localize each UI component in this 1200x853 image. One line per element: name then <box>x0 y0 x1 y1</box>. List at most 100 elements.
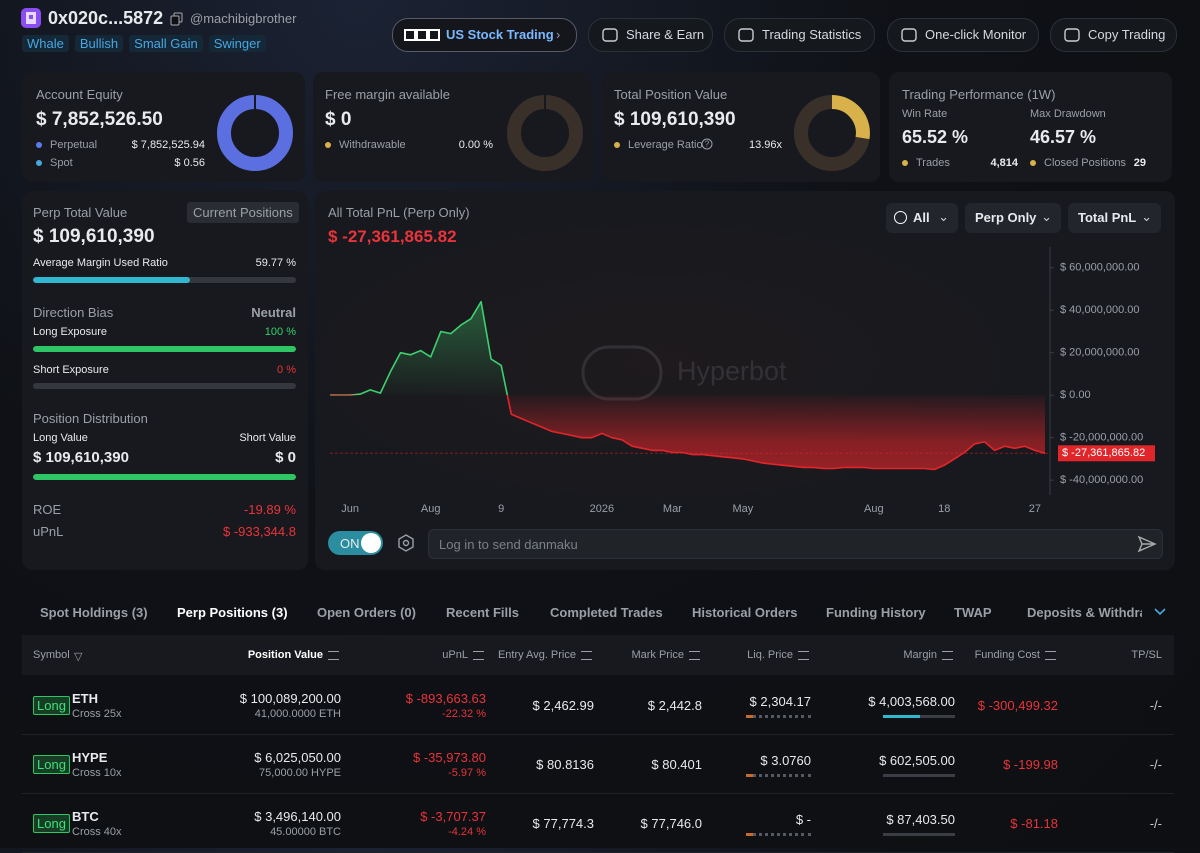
copy-icon[interactable] <box>170 12 184 26</box>
tab[interactable]: Recent Fills <box>446 605 519 620</box>
y-tick-label: $ 20,000,000.00 <box>1060 347 1140 359</box>
help-icon[interactable]: ? <box>701 138 713 150</box>
column-header[interactable]: Entry Avg. Price <box>497 649 576 661</box>
chevron: › <box>556 27 561 42</box>
card-title: Free margin available <box>325 87 451 102</box>
stat-value: 46.57 % <box>1030 127 1097 147</box>
chart-control[interactable]: Perp Only ⌄ <box>965 203 1061 233</box>
panel-title: Perp Total Value <box>33 205 128 220</box>
symbol: HYPE <box>72 750 108 765</box>
header-button[interactable]: Share & Earn <box>588 18 713 52</box>
section-title: Position Distribution <box>33 411 148 426</box>
table-row[interactable]: Long BTC Cross 40x $ 3,496,140.00 45.00000 B… <box>22 793 1174 853</box>
danmaku-toggle[interactable]: ON <box>328 531 383 555</box>
row-value: $ 7,852,525.94 <box>131 139 205 151</box>
card-title: Total Position Value <box>614 87 728 102</box>
tab[interactable]: Perp Positions (3) <box>177 605 288 620</box>
column-header[interactable]: uPnL <box>442 649 468 661</box>
wallet-handle: @machibigbrother <box>190 11 297 26</box>
header-button[interactable]: Trading Statistics <box>724 18 875 52</box>
liq-distance-head <box>746 833 752 836</box>
tab[interactable]: Funding History <box>826 605 926 620</box>
liq-price: $ 3.0760 <box>760 753 811 768</box>
column-header[interactable]: Margin <box>903 649 937 661</box>
margin: $ 602,505.00 <box>879 753 955 768</box>
metric-label: Long Exposure <box>33 326 107 338</box>
sort-icon <box>798 651 809 660</box>
upnl-pct: -5.97 % <box>448 767 486 779</box>
element <box>29 15 33 19</box>
card-value: $ 109,610,390 <box>614 109 736 130</box>
column-header[interactable]: Funding Cost <box>974 649 1040 661</box>
danmaku-input[interactable]: Log in to send danmaku <box>428 529 1163 559</box>
tpsl: -/- <box>1149 757 1162 772</box>
upnl: $ -893,663.63 <box>405 691 486 706</box>
legend-dot <box>614 142 620 148</box>
tab[interactable]: TWAP <box>954 605 992 620</box>
tab[interactable]: Open Orders (0) <box>317 605 416 620</box>
header-button[interactable]: Copy Trading <box>1050 18 1177 52</box>
tag-list: Whale Bullish Small Gain Swinger <box>22 35 272 53</box>
chart-control[interactable]: Total PnL ⌄ <box>1068 203 1161 233</box>
element <box>831 95 870 140</box>
funding-cost: $ -199.98 <box>1003 757 1058 772</box>
table-row[interactable]: Long HYPE Cross 10x $ 6,025,050.00 75,000.00… <box>22 734 1174 794</box>
x-tick-label: Jun <box>341 503 359 515</box>
card-value: $ 7,852,526.50 <box>36 109 163 130</box>
element <box>602 28 618 42</box>
column-header[interactable]: Symbol <box>33 649 70 661</box>
row-value: 13.96x <box>748 139 782 151</box>
table-header: Symbol Position Value uPnL Entry Avg. Price… <box>22 635 1174 675</box>
header-button[interactable]: US Stock Trading › <box>392 18 577 52</box>
x-tick-label: Aug <box>421 503 441 515</box>
distribution-bar <box>33 474 296 480</box>
sort-icon <box>689 651 700 660</box>
row-label: Perpetual <box>50 139 98 151</box>
distribution-fill <box>33 474 296 480</box>
settings-icon[interactable] <box>397 534 415 552</box>
metric-value: $ -933,344.8 <box>222 524 296 539</box>
tab[interactable]: Deposits & Withdrawals <box>1027 605 1142 620</box>
x-tick-label: 27 <box>1029 503 1041 515</box>
liq-distance <box>746 833 811 836</box>
tab[interactable]: Historical Orders <box>692 605 798 620</box>
last-value-badge <box>1058 445 1155 462</box>
element <box>738 28 754 42</box>
element <box>170 15 180 26</box>
table-row[interactable]: Long ETH Cross 25x $ 100,089,200.00 41,000.0… <box>22 675 1174 735</box>
margin-bar <box>883 774 955 777</box>
column-header[interactable]: TP/SL <box>1131 649 1162 661</box>
leverage: Cross 25x <box>72 708 122 720</box>
column-header[interactable]: Liq. Price <box>747 649 793 661</box>
symbol: BTC <box>72 809 99 824</box>
tpsl: -/- <box>1149 698 1162 713</box>
tag: Whale <box>22 35 69 52</box>
x-tick-label: Mar <box>663 503 682 515</box>
position-size: 75,000.00 HYPE <box>259 767 341 779</box>
metric-label: ROE <box>33 502 62 517</box>
tab-more[interactable] <box>1153 607 1167 617</box>
row-label: Withdrawable <box>339 139 406 151</box>
header-button[interactable]: One-click Monitor <box>887 18 1039 52</box>
current-positions-badge[interactable]: Current Positions <box>187 202 299 223</box>
column-header[interactable]: Mark Price <box>631 649 684 661</box>
row-label: Spot <box>50 157 73 169</box>
row-label: Trades <box>916 157 950 169</box>
margin: $ 87,403.50 <box>886 812 955 827</box>
pnl-chart: Hyperbot $ 60,000,000.00 $ 40,000,000.00 $ … <box>330 247 1155 515</box>
upnl: $ -3,707.37 <box>420 809 486 824</box>
tab[interactable]: Spot Holdings (3) <box>40 605 148 620</box>
performance-card: Trading Performance (1W) Win Rate 65.52 … <box>889 72 1172 182</box>
column-header[interactable]: Position Value <box>247 649 323 661</box>
send-icon[interactable] <box>1137 535 1157 553</box>
element <box>398 534 414 552</box>
button-label: Trading Statistics <box>762 27 862 42</box>
chart-control[interactable]: All ⌄ <box>886 203 958 233</box>
element: ? <box>705 140 710 149</box>
control-chevron: ⌄ <box>1041 209 1052 224</box>
y-tick-label: $ 40,000,000.00 <box>1060 304 1140 316</box>
metric-label: Average Margin Used Ratio <box>33 257 168 269</box>
tab[interactable]: Completed Trades <box>550 605 663 620</box>
y-tick-label: $ -40,000,000.00 <box>1060 474 1143 486</box>
